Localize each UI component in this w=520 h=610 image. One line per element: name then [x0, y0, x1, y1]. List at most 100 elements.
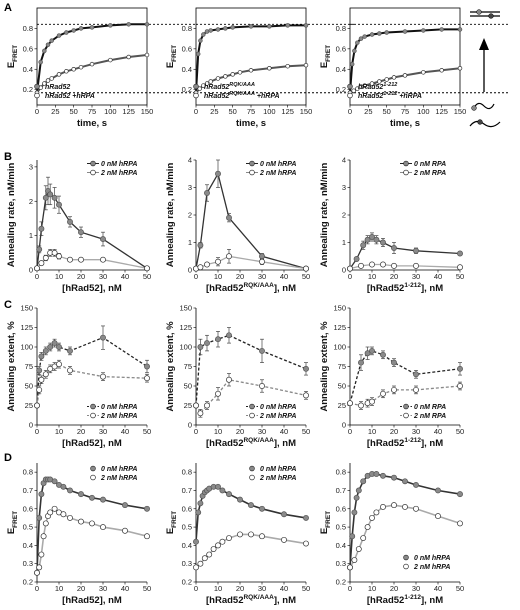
data-point — [380, 472, 386, 479]
x-axis-label-main: [hRad52 — [367, 438, 404, 449]
x-tick-label: 50 — [69, 107, 77, 116]
legend-label: 0 nM hRPA — [260, 161, 296, 168]
data-point — [38, 353, 45, 360]
x-axis-label-suffix: ], nM — [421, 438, 443, 449]
data-point — [259, 383, 265, 389]
legend-label-main: hRad52 — [358, 84, 383, 91]
y-axis-label: EFRET — [319, 45, 332, 68]
y-tick-label: 0.2 — [336, 85, 346, 94]
x-tick-label: 50 — [228, 107, 236, 116]
x-axis-label-main: [hRad52 — [206, 283, 243, 294]
x-tick-label: 50 — [456, 272, 464, 281]
chart-D3: 0 10 20 30 40 50 0.2 0.3 0.4 0.5 0.6 0.7 0.8 [hRad521… — [319, 463, 464, 606]
x-axis-label-main: [hRad52 — [206, 438, 243, 449]
x-tick-label: 50 — [302, 584, 310, 593]
x-tick-label: 30 — [258, 427, 266, 436]
data-point — [64, 30, 69, 35]
x-tick-label: 0 — [348, 107, 352, 116]
legend-label: 2 nM hRPA — [100, 475, 137, 482]
x-tick-label: 50 — [143, 272, 151, 281]
series-open — [347, 261, 463, 272]
data-point — [215, 258, 221, 265]
legend-marker — [249, 160, 255, 167]
x-tick-label: 0 — [194, 427, 198, 436]
legend-label-main: 2 nM hRPA — [413, 564, 450, 571]
legend-label-main: 0 nM RPA — [414, 161, 446, 168]
series-line — [349, 473, 461, 568]
data-point — [457, 27, 463, 32]
y-tick-label: 50 — [25, 382, 33, 391]
legend-marker — [34, 83, 40, 90]
legend: 0 nM hRPA 2 nM hRPA — [249, 465, 296, 482]
data-point — [204, 190, 210, 196]
data-point — [198, 38, 203, 43]
data-point — [355, 40, 360, 45]
series-open — [34, 359, 150, 409]
y-tick-label: 0 — [188, 266, 192, 275]
data-point — [215, 27, 221, 32]
data-point — [204, 81, 210, 86]
y-tick-label: 0.8 — [336, 24, 346, 33]
y-axis-label-main: E — [165, 528, 176, 534]
data-point — [108, 23, 113, 28]
y-tick-label: 0.8 — [23, 24, 33, 33]
x-tick-label: 25 — [51, 107, 59, 116]
series-line — [36, 23, 147, 93]
y-axis-label: Annealing extent, % — [6, 321, 17, 412]
data-point — [402, 503, 408, 510]
data-point — [380, 261, 386, 268]
legend-label-main: 0 nM hRPA — [260, 404, 296, 411]
y-tick-label: 0.8 — [182, 468, 192, 477]
data-point — [259, 258, 265, 265]
data-point — [364, 524, 371, 531]
data-point — [51, 340, 58, 347]
x-tick-label: 30 — [99, 272, 107, 281]
x-tick-label: 40 — [121, 427, 129, 436]
data-point — [210, 546, 217, 552]
data-point — [373, 236, 380, 243]
data-point — [208, 79, 213, 84]
x-tick-label: 30 — [412, 584, 420, 593]
x-axis-label-main: [hRad52], nM — [62, 438, 122, 449]
legend-label: hRad521-212 +hRPA — [358, 91, 422, 100]
legend-label: 0 nM hRPA — [101, 161, 137, 168]
legend-marker — [90, 412, 96, 419]
x-tick-label: 125 — [122, 107, 135, 116]
data-point — [413, 371, 419, 378]
data-point — [355, 86, 360, 91]
x-tick-label: 10 — [214, 427, 222, 436]
data-point — [144, 375, 150, 382]
x-axis-label-sup: 1-212 — [404, 282, 421, 289]
series-line — [349, 263, 461, 270]
data-point — [355, 546, 362, 552]
data-point — [67, 256, 73, 263]
y-axis-label: Annealing rate, nM/min — [319, 163, 330, 268]
legend-marker — [347, 83, 353, 90]
y-tick-label: 125 — [333, 323, 346, 332]
data-point — [144, 52, 150, 58]
legend: 0 nM hRPA 2 nM hRPA — [403, 554, 450, 571]
data-point — [435, 513, 441, 520]
data-point — [34, 402, 40, 409]
data-point — [259, 253, 265, 260]
legend-marker — [403, 160, 409, 167]
data-point — [67, 218, 73, 225]
data-point — [351, 88, 356, 93]
data-point — [47, 365, 54, 372]
data-point — [421, 70, 426, 75]
x-axis-label-suffix: ], nM — [421, 283, 443, 294]
data-point — [391, 474, 397, 481]
data-point — [364, 236, 371, 243]
y-axis-label-sub: FRET — [171, 511, 178, 528]
y-tick-label: 2 — [342, 211, 346, 220]
data-point — [40, 533, 47, 540]
x-tick-label: 0 — [348, 584, 352, 593]
data-point — [230, 72, 235, 77]
data-point — [208, 28, 213, 33]
y-axis-label: Annealing extent, % — [319, 321, 330, 412]
data-point — [144, 265, 150, 272]
data-point — [197, 500, 204, 507]
x-axis-label: [hRad52], nM — [62, 283, 122, 294]
